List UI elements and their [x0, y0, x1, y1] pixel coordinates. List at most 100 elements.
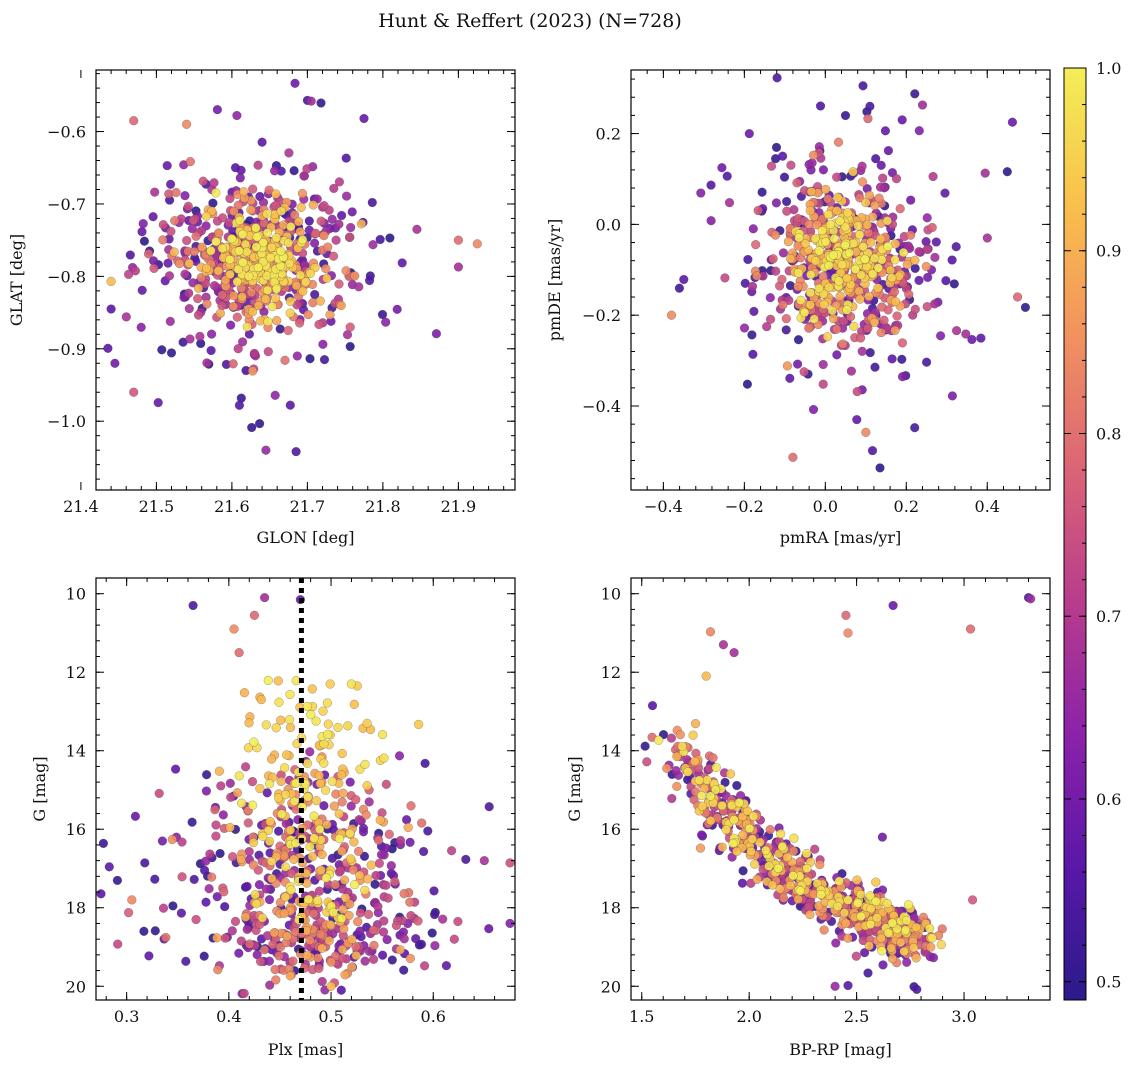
pm-point — [786, 160, 796, 170]
pm-point — [850, 264, 861, 274]
plx-point — [161, 932, 171, 943]
cmd-point — [775, 884, 785, 894]
pm-point — [768, 254, 778, 264]
pos-point — [295, 318, 305, 328]
plx-point — [285, 825, 296, 835]
pm-point — [747, 281, 758, 292]
pm-point — [854, 230, 865, 240]
plx-point — [267, 873, 277, 884]
pos-point — [207, 329, 217, 339]
plx-point — [379, 916, 389, 926]
pm-point — [814, 246, 824, 256]
plx-point — [370, 879, 380, 889]
pos-point — [248, 366, 258, 376]
pos-frame — [95, 69, 516, 491]
plx-point — [346, 679, 357, 689]
plx-ytick-label: 20 — [66, 977, 86, 996]
cmd-point — [721, 825, 731, 835]
cmd-point — [856, 911, 866, 922]
pm-ytick-label: −0.4 — [582, 397, 621, 416]
plx-point — [309, 811, 319, 821]
plx-point — [405, 837, 415, 847]
plx-point — [211, 820, 221, 830]
pm-point — [800, 239, 810, 249]
cmd-point — [717, 842, 727, 852]
plx-point — [277, 809, 287, 819]
plx-point — [211, 831, 221, 841]
cmd-point — [662, 763, 672, 773]
cmd-point — [839, 908, 850, 918]
cmd-point — [710, 785, 721, 795]
pm-point — [771, 142, 782, 153]
cmd-point — [856, 889, 866, 900]
pos-point — [319, 231, 329, 241]
plx-point — [124, 907, 134, 918]
cmd-point — [802, 848, 812, 859]
pos-point — [157, 345, 167, 355]
cmd-point — [816, 889, 826, 900]
pos-point — [129, 116, 139, 126]
plx-point — [241, 912, 251, 922]
pm-point — [809, 314, 819, 324]
plx-point — [247, 776, 258, 787]
pos-point — [162, 161, 172, 171]
pos-point — [276, 246, 286, 256]
cmd-point — [886, 943, 896, 953]
plx-ytick-label: 14 — [66, 742, 86, 761]
pos-point — [180, 191, 190, 201]
plx-point — [248, 860, 259, 870]
pos-point — [296, 202, 306, 213]
pos-point — [284, 148, 294, 158]
plx-point — [311, 796, 322, 806]
plx-point — [248, 837, 259, 848]
plx-point — [334, 833, 345, 844]
pos-point — [226, 320, 236, 330]
pm-point — [792, 178, 802, 188]
cmd-point — [677, 741, 687, 752]
cmd-point — [705, 791, 716, 801]
cmd-point — [793, 894, 803, 904]
pos-point — [261, 445, 271, 455]
pm-point — [898, 247, 909, 258]
plx-point — [210, 805, 220, 815]
pos-point — [193, 294, 203, 304]
cmd-point — [843, 980, 853, 991]
pos-point — [150, 187, 160, 197]
pos-point — [267, 302, 277, 312]
plx-ytick-label: 18 — [66, 899, 86, 918]
plx-frame — [95, 577, 516, 1001]
pos-point — [103, 343, 113, 353]
cmd-point — [789, 833, 799, 843]
pos-point — [183, 201, 193, 211]
pm-point — [903, 241, 913, 251]
pm-point — [833, 192, 843, 203]
plx-point — [399, 889, 409, 899]
cmd-point — [859, 947, 870, 958]
plx-point — [227, 926, 237, 936]
pos-point — [267, 242, 277, 253]
panel-cmd: 1.5 2.0 2.5 3.0 10 12 14 16 18 20 BP-RP [mag] G [… — [565, 577, 1051, 1059]
plx-point — [220, 933, 230, 943]
pos-point — [291, 281, 302, 291]
plx-point — [242, 881, 252, 892]
pm-point — [892, 311, 902, 321]
pos-point — [297, 188, 308, 199]
plx-xtick-label: 0.5 — [318, 1007, 343, 1026]
pos-point — [202, 358, 212, 368]
pos-point — [298, 235, 308, 245]
cmd-point — [888, 600, 898, 611]
pos-point — [137, 227, 147, 237]
pm-point — [910, 423, 920, 433]
plx-point — [347, 934, 357, 945]
cmd-point — [872, 913, 882, 923]
plx-point — [242, 924, 252, 935]
pm-xtick-label: −0.2 — [725, 497, 764, 516]
plx-point — [319, 758, 329, 768]
plx-point — [311, 716, 321, 726]
pm-point — [840, 222, 850, 232]
plx-point — [273, 676, 283, 686]
pm-point — [890, 297, 901, 307]
cmd-point — [683, 767, 693, 777]
pm-point — [722, 171, 732, 181]
pos-point — [211, 188, 221, 198]
